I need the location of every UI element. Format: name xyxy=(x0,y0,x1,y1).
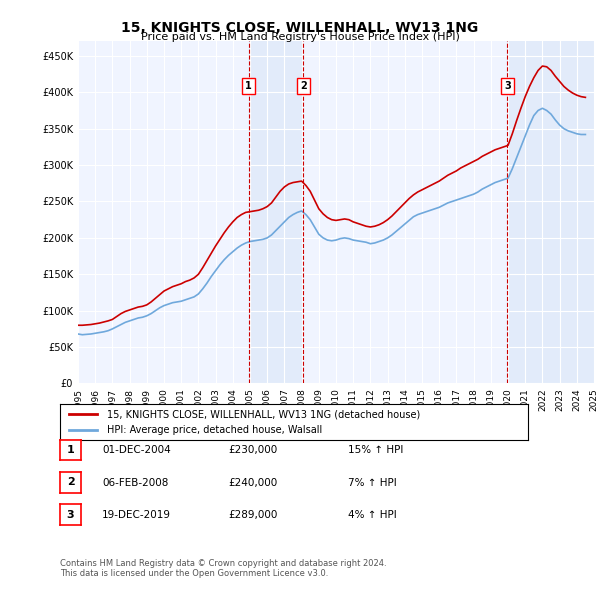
Text: Contains HM Land Registry data © Crown copyright and database right 2024.
This d: Contains HM Land Registry data © Crown c… xyxy=(60,559,386,578)
Text: 3: 3 xyxy=(67,510,74,520)
Text: 19-DEC-2019: 19-DEC-2019 xyxy=(102,510,171,520)
Bar xyxy=(248,41,304,384)
Text: 7% ↑ HPI: 7% ↑ HPI xyxy=(348,478,397,487)
Text: 2: 2 xyxy=(300,81,307,91)
Text: Price paid vs. HM Land Registry's House Price Index (HPI): Price paid vs. HM Land Registry's House … xyxy=(140,32,460,42)
Text: 2: 2 xyxy=(67,477,74,487)
Text: 15% ↑ HPI: 15% ↑ HPI xyxy=(348,445,403,455)
Text: 15, KNIGHTS CLOSE, WILLENHALL, WV13 1NG: 15, KNIGHTS CLOSE, WILLENHALL, WV13 1NG xyxy=(121,21,479,35)
Text: 1: 1 xyxy=(245,81,252,91)
Text: £240,000: £240,000 xyxy=(228,478,277,487)
Text: 1: 1 xyxy=(67,445,74,455)
Text: 4% ↑ HPI: 4% ↑ HPI xyxy=(348,510,397,520)
Text: 15, KNIGHTS CLOSE, WILLENHALL, WV13 1NG (detached house): 15, KNIGHTS CLOSE, WILLENHALL, WV13 1NG … xyxy=(107,409,420,419)
Text: £230,000: £230,000 xyxy=(228,445,277,455)
Text: 3: 3 xyxy=(504,81,511,91)
Text: £289,000: £289,000 xyxy=(228,510,277,520)
Text: 01-DEC-2004: 01-DEC-2004 xyxy=(102,445,171,455)
Text: 06-FEB-2008: 06-FEB-2008 xyxy=(102,478,169,487)
Text: HPI: Average price, detached house, Walsall: HPI: Average price, detached house, Wals… xyxy=(107,425,322,435)
Bar xyxy=(508,41,594,384)
